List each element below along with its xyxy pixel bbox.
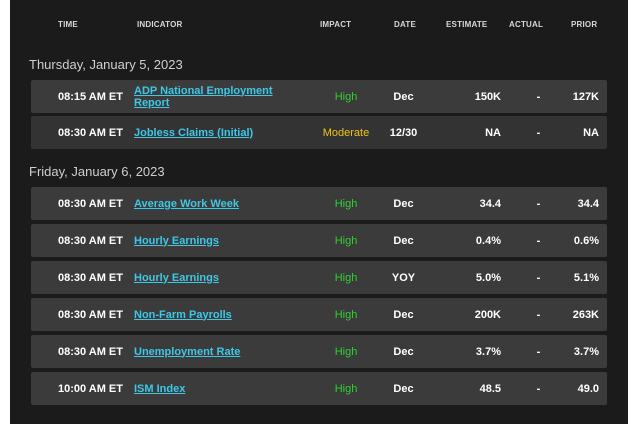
header-prior: PRIOR [571,20,598,29]
row-actual: - [536,345,541,358]
row-date: Dec [393,308,414,321]
row-prior: 127K [572,90,599,103]
impact-badge: High [334,345,358,358]
row-time: 10:00 AM ET [57,382,123,395]
header-time: TIME [58,20,78,29]
row-actual: - [536,271,541,284]
row-actual: - [536,126,541,139]
row-prior: 3.7% [573,345,599,358]
table-row: 10:00 AM ET ISM Index High Dec 48.5 - 49… [31,372,607,405]
row-date: Dec [393,197,414,210]
row-time: 08:30 AM ET [57,345,123,358]
header-estimate: ESTIMATE [446,20,488,29]
row-prior: 0.6% [573,234,599,247]
impact-badge: Moderate [322,126,370,139]
row-estimate: 200K [474,308,501,321]
row-actual: - [536,308,541,321]
indicator-link[interactable]: ADP National Employment Report [134,84,273,109]
row-prior: 5.1% [573,271,599,284]
indicator-link[interactable]: Average Work Week [134,197,239,210]
row-estimate: 5.0% [475,271,501,284]
table-row: 08:30 AM ET Jobless Claims (Initial) Mod… [31,116,607,149]
indicator-link[interactable]: Hourly Earnings [134,234,219,247]
row-estimate: 48.5 [479,382,501,395]
table-row: 08:15 AM ET ADP National Employment Repo… [31,80,607,113]
impact-badge: High [334,197,358,210]
table-row: 08:30 AM ET Hourly Earnings High Dec 0.4… [31,224,607,257]
indicator-link[interactable]: Unemployment Rate [134,345,241,358]
row-estimate: 0.4% [475,234,501,247]
row-actual: - [536,197,541,210]
row-date: Dec [393,382,414,395]
row-estimate: NA [485,126,501,139]
row-time: 08:30 AM ET [57,234,123,247]
table-header: TIME INDICATOR IMPACT DATE ESTIMATE ACTU… [10,0,628,44]
row-date: YOY [391,271,416,284]
row-estimate: 3.7% [475,345,501,358]
row-time: 08:30 AM ET [57,308,123,321]
impact-badge: High [334,271,358,284]
day-heading: Friday, January 6, 2023 [29,164,165,179]
row-prior: 34.4 [577,197,599,210]
impact-badge: High [334,308,358,321]
header-impact: IMPACT [320,20,352,29]
row-estimate: 150K [474,90,501,103]
row-actual: - [536,234,541,247]
header-date: DATE [394,20,416,29]
day-heading: Thursday, January 5, 2023 [29,57,183,72]
indicator-link[interactable]: Jobless Claims (Initial) [134,126,254,139]
row-prior: 263K [572,308,599,321]
table-row: 08:30 AM ET Unemployment Rate High Dec 3… [31,335,607,368]
row-actual: - [536,382,541,395]
row-date: Dec [393,345,414,358]
row-date: Dec [393,234,414,247]
header-actual: ACTUAL [509,20,544,29]
impact-badge: High [334,382,358,395]
row-time: 08:30 AM ET [57,271,123,284]
table-row: 08:30 AM ET Hourly Earnings High YOY 5.0… [31,261,607,294]
row-time: 08:30 AM ET [57,126,123,139]
header-indicator: INDICATOR [137,20,183,29]
row-prior: 49.0 [577,382,599,395]
row-date: 12/30 [389,126,418,139]
impact-badge: High [334,234,358,247]
row-prior: NA [583,126,599,139]
row-time: 08:15 AM ET [57,90,123,103]
indicator-link[interactable]: ISM Index [134,382,186,395]
row-date: Dec [393,90,414,103]
row-estimate: 34.4 [479,197,501,210]
table-row: 08:30 AM ET Average Work Week High Dec 3… [31,187,607,220]
economic-calendar-panel: TIME INDICATOR IMPACT DATE ESTIMATE ACTU… [10,0,628,424]
impact-badge: High [334,90,358,103]
indicator-link[interactable]: Hourly Earnings [134,271,219,284]
indicator-link[interactable]: Non-Farm Payrolls [134,308,232,321]
row-time: 08:30 AM ET [57,197,123,210]
table-row: 08:30 AM ET Non-Farm Payrolls High Dec 2… [31,298,607,331]
row-actual: - [536,90,541,103]
